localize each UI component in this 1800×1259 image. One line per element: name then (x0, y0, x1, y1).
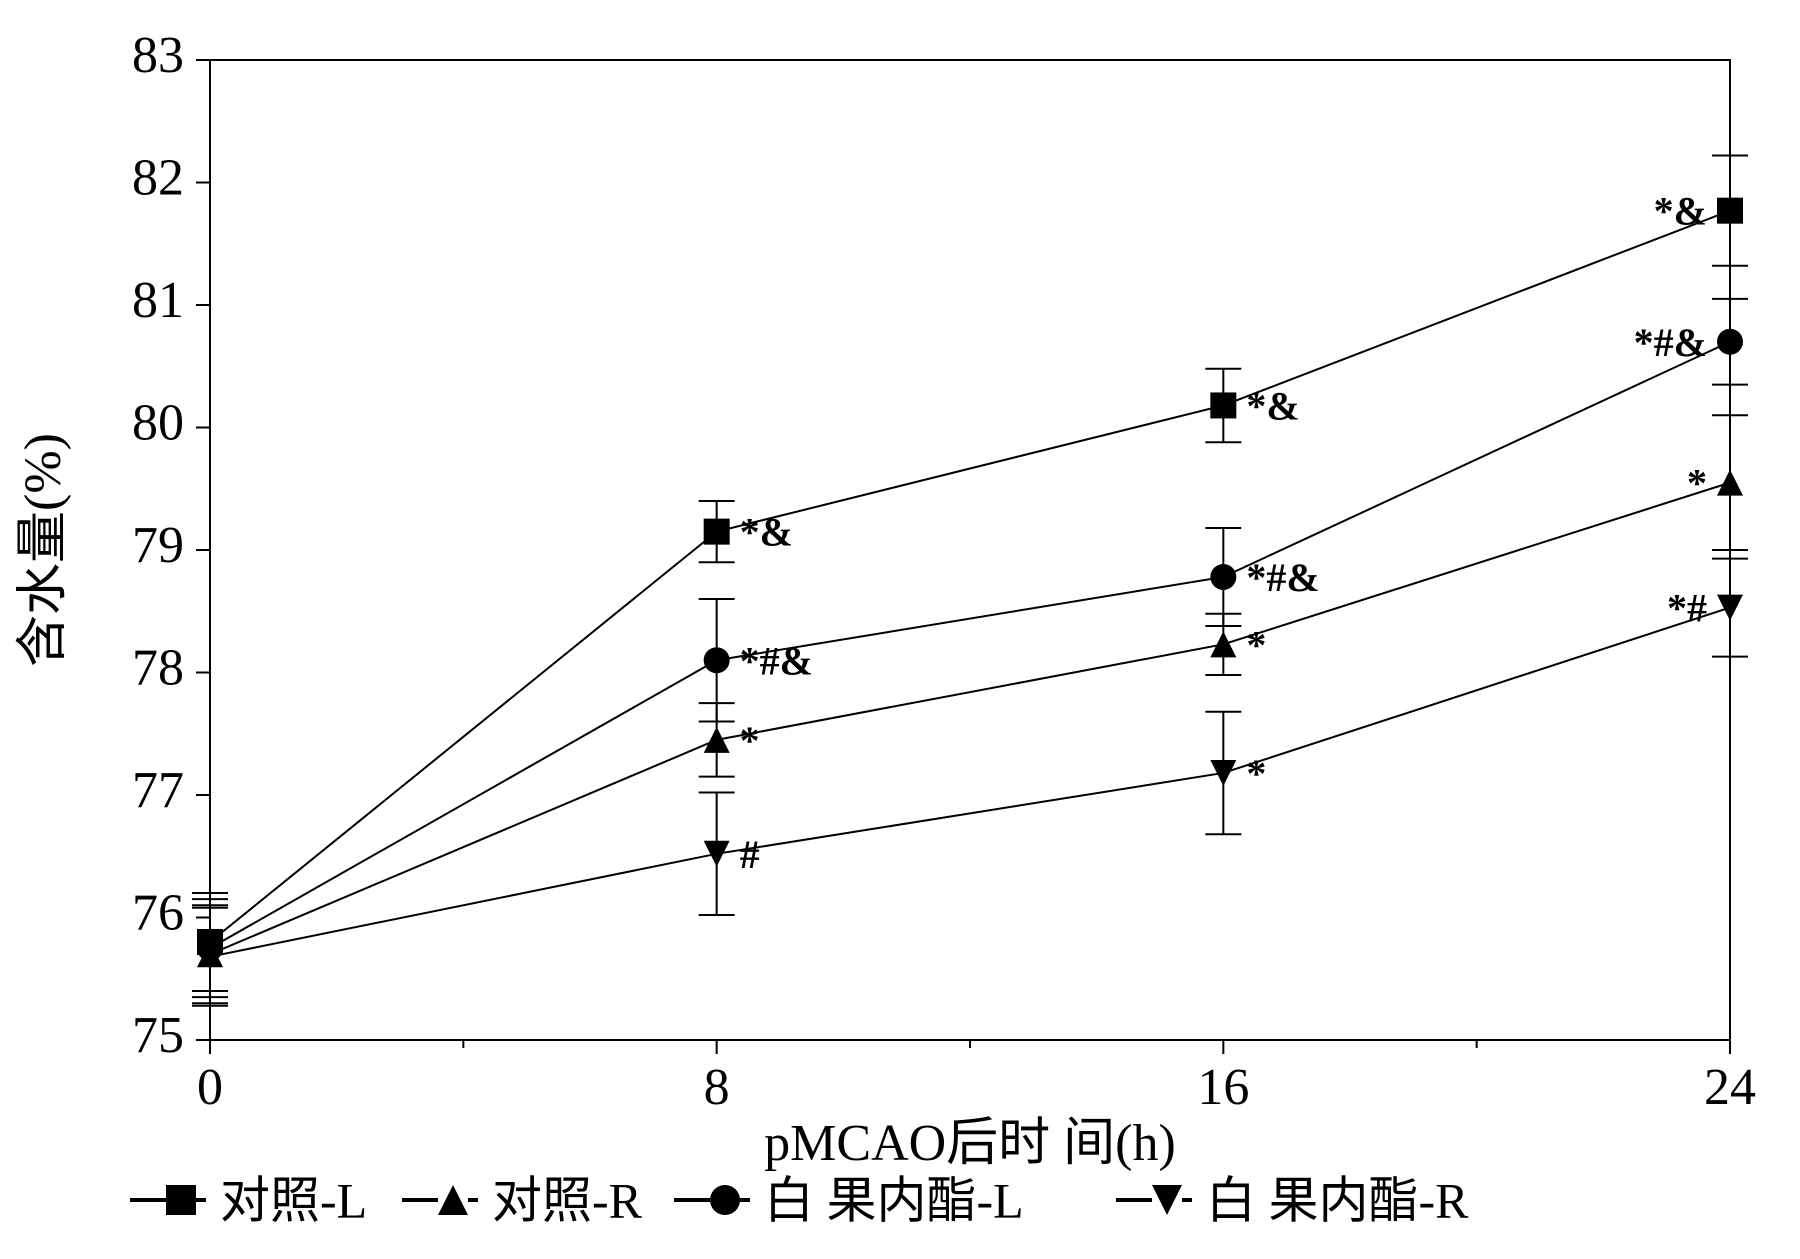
x-axis-title: pMCAO后时 间(h) (764, 1115, 1176, 1172)
marker-control_R (704, 727, 730, 753)
x-tick-label: 0 (197, 1059, 223, 1116)
marker-bgl_L (1210, 564, 1236, 590)
series-bgl_L: *#& *#& *#& (192, 299, 1748, 997)
series-control_R: * * * (192, 415, 1748, 1003)
series-bgl_R: # * *# (192, 559, 1748, 1006)
point-annotation: * (1246, 622, 1266, 667)
marker-bgl_R (704, 841, 730, 867)
point-annotation: *#& (740, 638, 813, 683)
marker-control_L (1717, 198, 1743, 224)
plot-frame (210, 60, 1730, 1040)
x-tick-label: 16 (1197, 1059, 1249, 1116)
marker-control_R (1210, 631, 1236, 657)
point-annotation: * (1246, 751, 1266, 796)
marker-bgl_R (1717, 595, 1743, 621)
point-annotation: * (740, 718, 760, 763)
marker-bgl_R (1210, 760, 1236, 786)
point-annotation: *#& (1634, 320, 1707, 365)
chart-container: 75 76 77 78 79 80 81 82 83 0 8 16 24 含水量(%) pMCAO后时 间(… (0, 0, 1800, 1259)
legend: 对照-L 对照-R 白 果内酯-L 白 果内酯-R (130, 1173, 1469, 1229)
y-tick-label: 82 (132, 149, 184, 206)
point-annotation: *& (1654, 189, 1707, 234)
legend-marker-control_L (166, 1185, 196, 1215)
series-line-control_L (210, 211, 1730, 942)
series-control_L: *& *& *& (192, 156, 1748, 991)
marker-control_L (1210, 392, 1236, 418)
y-tick-label: 75 (132, 1007, 184, 1064)
marker-control_R (1717, 470, 1743, 496)
series-line-control_R (210, 483, 1730, 955)
legend-label-bgl_L: 白 果内酯-L (764, 1173, 1024, 1229)
legend-label-bgl_R: 白 果内酯-R (1206, 1173, 1469, 1229)
chart-svg: 75 76 77 78 79 80 81 82 83 0 8 16 24 含水量(%) pMCAO后时 间(… (0, 0, 1800, 1259)
y-tick-label: 80 (132, 394, 184, 451)
legend-marker-control_R (438, 1185, 468, 1215)
series-line-bgl_R (210, 608, 1730, 957)
point-annotation: * (1687, 461, 1707, 506)
legend-marker-bgl_L (710, 1185, 740, 1215)
point-annotation: # (740, 832, 760, 877)
x-tick-label: 8 (704, 1059, 730, 1116)
point-annotation: *# (1667, 586, 1707, 631)
legend-label-control_R: 对照-R (492, 1173, 643, 1229)
legend-label-control_L: 对照-L (220, 1173, 367, 1229)
point-annotation: *& (1246, 383, 1299, 428)
y-tick-label: 78 (132, 639, 184, 696)
y-tick-label: 81 (132, 272, 184, 329)
legend-marker-bgl_R (1152, 1185, 1182, 1215)
y-tick-label: 77 (132, 762, 184, 819)
y-axis-title: 含水量(%) (15, 433, 72, 667)
marker-bgl_L (704, 647, 730, 673)
x-tick-label: 24 (1704, 1059, 1756, 1116)
marker-control_L (704, 519, 730, 545)
y-tick-label: 83 (132, 27, 184, 84)
point-annotation: *& (740, 510, 793, 555)
y-tick-label: 76 (132, 884, 184, 941)
marker-bgl_L (1717, 329, 1743, 355)
y-tick-label: 79 (132, 517, 184, 574)
point-annotation: *#& (1246, 555, 1319, 600)
